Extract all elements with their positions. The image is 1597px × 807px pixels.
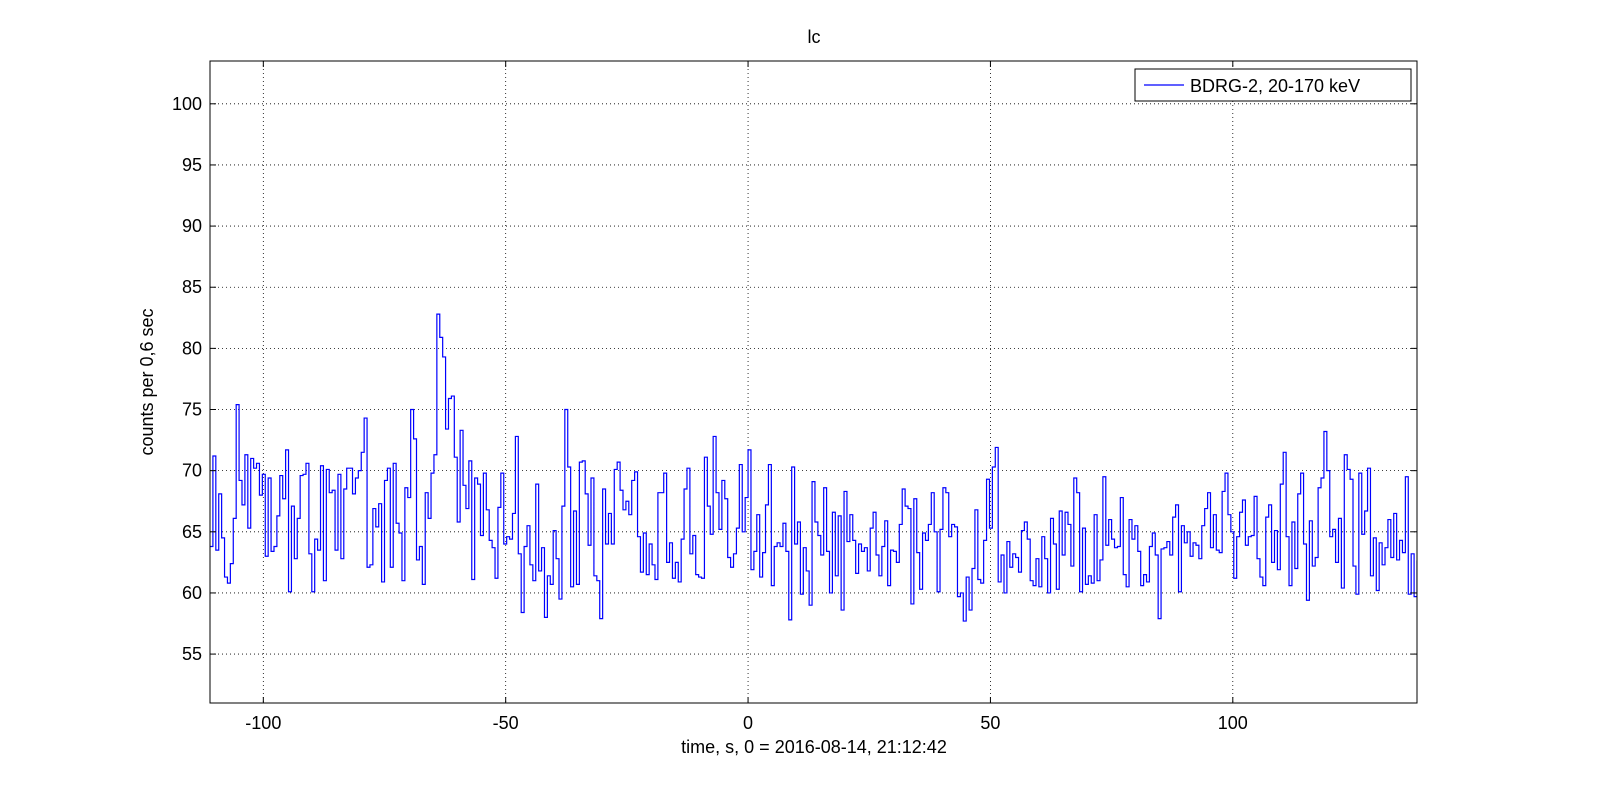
- x-tick-label: -50: [493, 713, 519, 733]
- x-tick-labels: -100 -50 0 50 100: [245, 713, 1248, 733]
- y-tick-label: 75: [182, 400, 202, 420]
- x-tick-label: 50: [980, 713, 1000, 733]
- x-tick-label: 100: [1218, 713, 1248, 733]
- legend-label: BDRG-2, 20-170 keV: [1190, 76, 1360, 96]
- y-axis-label: counts per 0,6 sec: [137, 308, 157, 455]
- y-tick-label: 85: [182, 277, 202, 297]
- y-tick-label: 60: [182, 583, 202, 603]
- series-line-bdrg-2: [210, 313, 1417, 622]
- y-tick-labels: 55 60 65 70 75 80 85 90 95 100: [172, 94, 202, 664]
- y-tick-label: 65: [182, 522, 202, 542]
- chart-title: lc: [808, 27, 821, 47]
- y-tick-label: 95: [182, 155, 202, 175]
- x-tick-label: 0: [743, 713, 753, 733]
- x-axis-label: time, s, 0 = 2016-08-14, 21:12:42: [681, 737, 947, 757]
- x-tick-label: -100: [245, 713, 281, 733]
- legend: BDRG-2, 20-170 keV: [1134, 68, 1412, 102]
- y-tick-label: 55: [182, 644, 202, 664]
- y-tick-label: 80: [182, 338, 202, 358]
- ticks: [210, 61, 1417, 703]
- y-tick-label: 90: [182, 216, 202, 236]
- plot-area-border: [209, 60, 1418, 704]
- plot-area: [210, 313, 1417, 622]
- y-tick-label: 70: [182, 461, 202, 481]
- y-tick-label: 100: [172, 94, 202, 114]
